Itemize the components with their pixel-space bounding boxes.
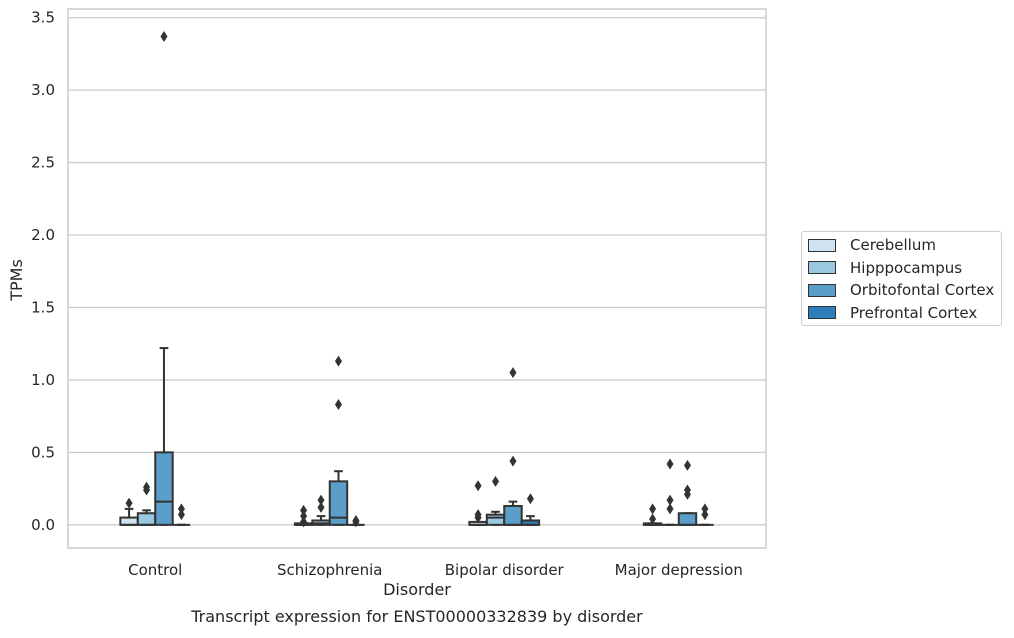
outlier-point xyxy=(683,459,691,471)
y-tick-label: 0.5 xyxy=(31,443,55,461)
box-group xyxy=(172,503,191,526)
legend-item: Prefrontal Cortex xyxy=(808,303,977,323)
legend-label: Hipppocampus xyxy=(850,258,963,277)
outlier-point xyxy=(509,367,517,379)
x-tick-label: Schizophrenia xyxy=(277,561,382,579)
outlier-point xyxy=(683,484,691,496)
outlier-point xyxy=(125,497,133,509)
box-group xyxy=(520,493,541,526)
legend-item: Cerebellum xyxy=(808,235,936,255)
box-group xyxy=(503,367,523,526)
box-group xyxy=(661,458,679,526)
outlier-point xyxy=(177,509,185,521)
outlier-point xyxy=(474,480,482,492)
outlier-point xyxy=(649,513,657,525)
legend-item: Orbitofontal Cortex xyxy=(808,280,994,300)
box-group xyxy=(677,459,698,526)
legend-item: Hipppocampus xyxy=(808,258,962,278)
y-tick-label: 3.0 xyxy=(31,81,55,99)
x-tick-label: Control xyxy=(128,561,182,579)
box-group xyxy=(119,497,139,526)
outlier-point xyxy=(526,493,534,505)
outlier-point xyxy=(177,503,185,515)
outlier-point xyxy=(334,399,342,411)
outlier-point xyxy=(352,514,360,526)
box-group xyxy=(311,494,331,526)
legend-swatch xyxy=(808,261,836,274)
y-tick-label: 1.0 xyxy=(31,371,55,389)
outlier-point xyxy=(474,509,482,521)
y-tick-label: 0.0 xyxy=(31,516,55,534)
outlier-point xyxy=(143,481,151,493)
box-group xyxy=(136,481,157,526)
x-axis-label: Disorder xyxy=(383,580,451,599)
box-group xyxy=(696,503,714,526)
box-group xyxy=(293,504,314,528)
box-iqr xyxy=(503,504,523,526)
y-tick-label: 1.5 xyxy=(31,298,55,316)
box-iqr xyxy=(328,480,349,526)
outlier-point xyxy=(649,503,657,515)
box-iqr xyxy=(136,512,157,526)
box-iqr xyxy=(677,512,698,526)
box-iqr xyxy=(485,513,506,526)
y-tick-label: 3.5 xyxy=(31,9,55,27)
outlier-point xyxy=(701,503,709,515)
legend-swatch xyxy=(808,283,836,297)
y-tick-label: 2.5 xyxy=(31,154,55,172)
gridlines xyxy=(68,17,766,526)
legend: Cerebellum Hipppocampus Orbitofontal Corte… xyxy=(801,231,1002,326)
box-group xyxy=(347,514,365,528)
outlier-point xyxy=(317,494,325,506)
outlier-point xyxy=(334,355,342,367)
box-group xyxy=(485,475,506,526)
box-group xyxy=(328,355,349,526)
outlier-point xyxy=(666,458,674,470)
legend-label: Orbitofontal Cortex xyxy=(850,281,995,299)
x-tick-label: Bipolar disorder xyxy=(445,561,565,579)
outlier-point xyxy=(701,509,709,521)
outlier-point xyxy=(666,494,674,506)
outlier-point xyxy=(317,501,325,513)
outlier-point xyxy=(300,504,308,516)
outlier-point xyxy=(492,475,500,487)
outlier-point xyxy=(509,455,517,467)
legend-label: Cerebellum xyxy=(850,236,936,254)
y-axis-label: TPMs xyxy=(7,259,26,302)
outlier-point xyxy=(300,510,308,522)
plot-frame xyxy=(67,8,767,549)
box-layer xyxy=(119,31,714,528)
box-group xyxy=(642,503,663,526)
x-tick-labels: Control Schizophrenia Bipolar disorder Majo… xyxy=(128,561,743,579)
outlier-point xyxy=(666,503,674,515)
chart-title: Transcript expression for ENST0000033283… xyxy=(190,607,643,626)
box-group xyxy=(154,31,174,526)
x-tick-label: Major depression xyxy=(615,561,743,579)
legend-label: Prefrontal Cortex xyxy=(850,303,978,322)
box-iqr xyxy=(119,516,139,526)
box-group xyxy=(468,480,488,526)
legend-swatch xyxy=(808,306,836,319)
outlier-point xyxy=(300,516,308,528)
y-tick-label: 2.0 xyxy=(31,226,55,244)
box-iqr xyxy=(154,451,174,526)
legend-swatch xyxy=(808,238,836,252)
outlier-point xyxy=(160,31,168,43)
y-tick-labels: 0.0 0.5 1.0 1.5 2.0 2.5 3.0 3.5 xyxy=(31,9,55,534)
